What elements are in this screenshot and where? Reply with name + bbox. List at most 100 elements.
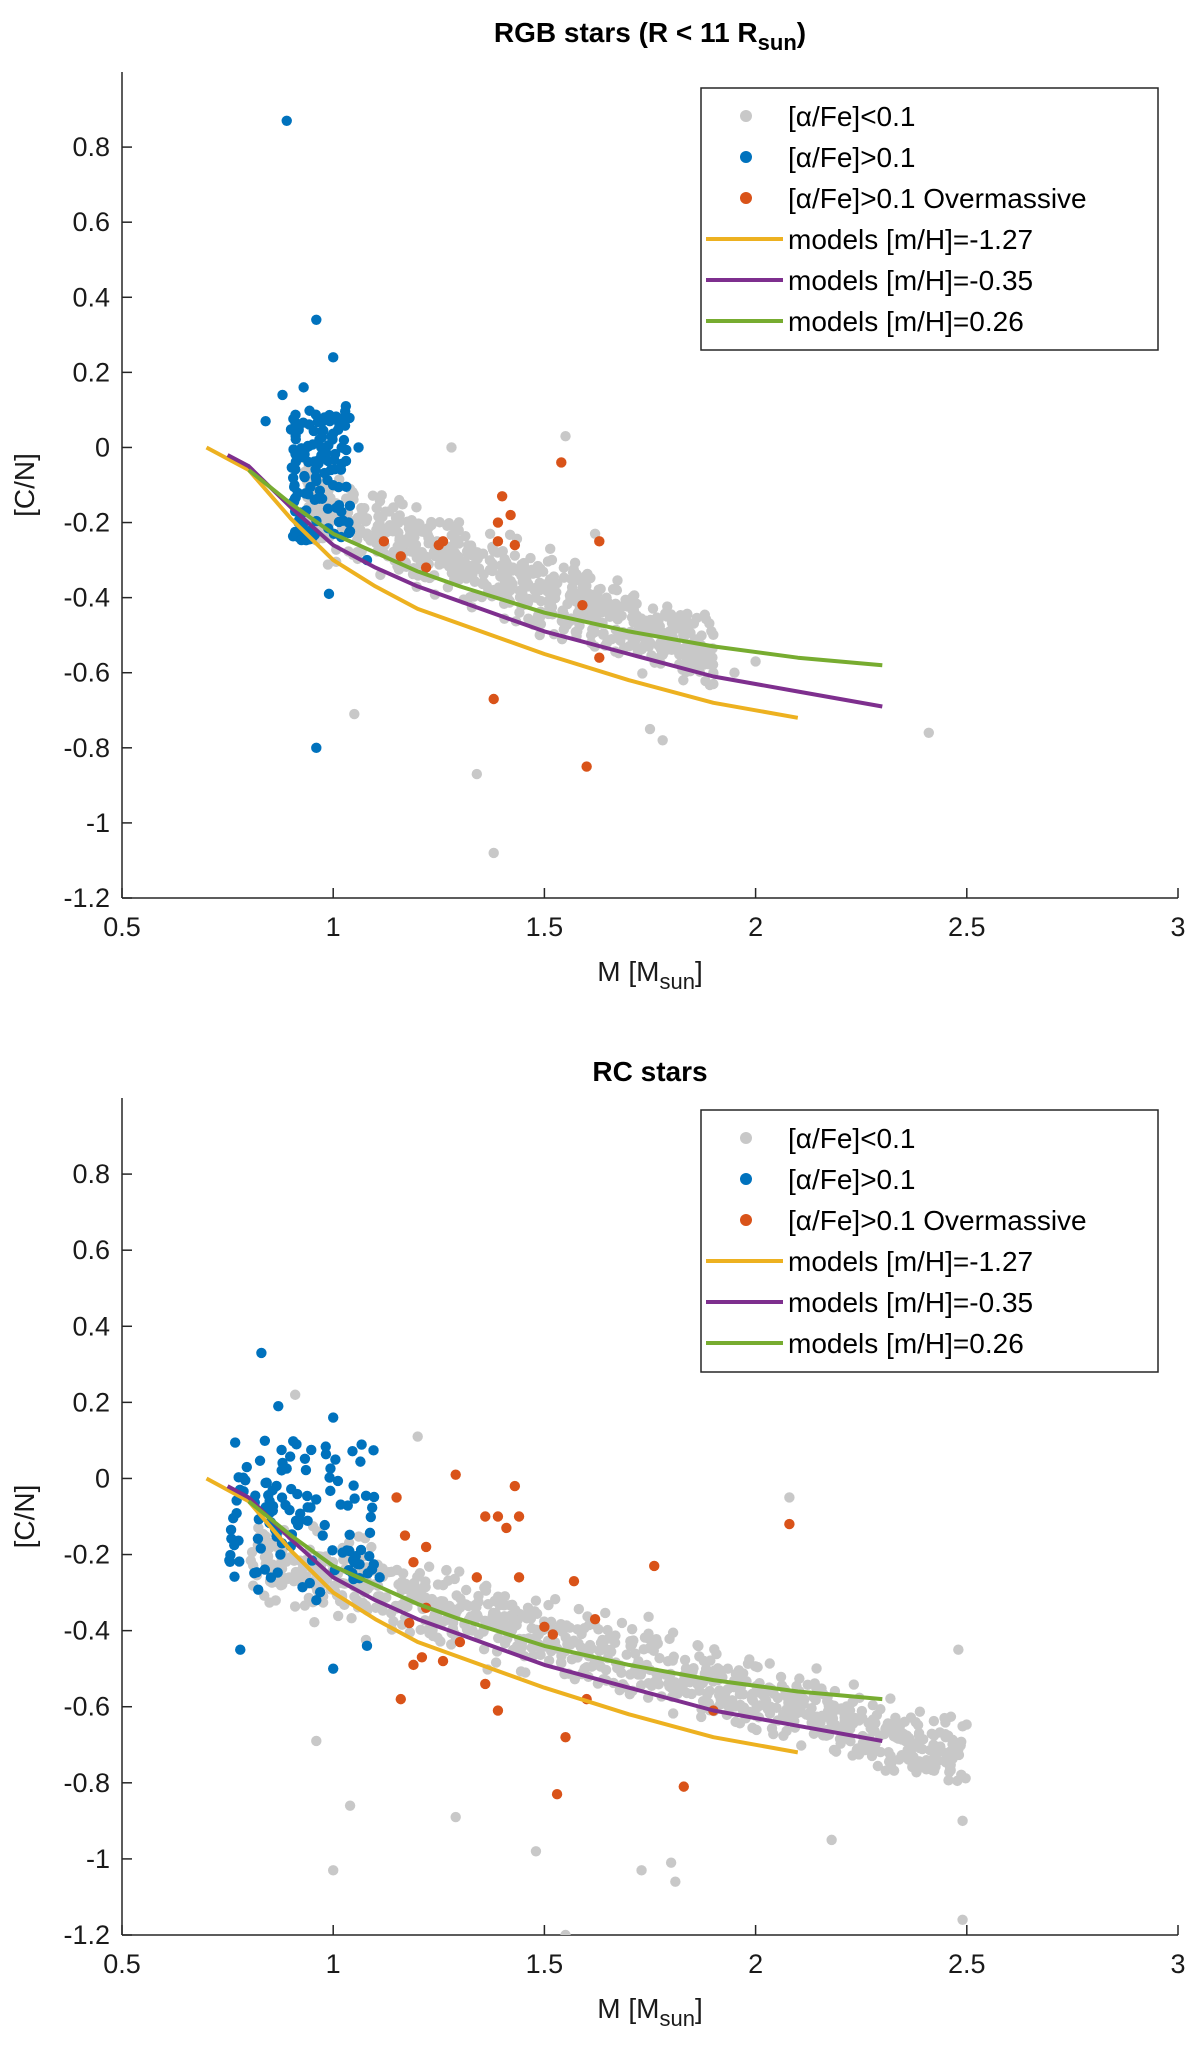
data-point	[853, 1715, 865, 1726]
series-scatter-2	[378, 457, 605, 772]
data-point	[517, 588, 528, 600]
chart-title-end: )	[797, 17, 806, 48]
data-point	[509, 539, 521, 551]
data-point	[360, 1490, 372, 1502]
data-point	[478, 577, 490, 589]
data-point	[442, 545, 453, 557]
chart-title-main: RC stars	[592, 1056, 707, 1087]
data-point	[298, 382, 309, 393]
data-point	[469, 576, 481, 588]
data-point	[349, 708, 360, 720]
data-point	[880, 1765, 891, 1776]
data-point	[560, 1929, 571, 1935]
panel-rgb-stars: RGB stars (R < 11 Rsun)0.5 1 1.5 2 2.5 3-1.2-…	[9, 17, 1186, 994]
data-point	[478, 1643, 490, 1655]
data-point	[356, 502, 367, 514]
legend-label: models [m/H]=-0.35	[788, 1287, 1033, 1318]
data-point	[480, 1678, 491, 1690]
data-point	[443, 1575, 454, 1586]
data-point	[261, 1477, 272, 1488]
data-point	[847, 1696, 858, 1708]
legend-label: models [m/H]=0.26	[788, 306, 1024, 337]
data-point	[484, 555, 496, 566]
data-point	[531, 1631, 542, 1642]
data-point	[530, 1846, 542, 1857]
data-point	[580, 587, 591, 599]
data-point	[290, 1515, 302, 1527]
chart-title: RC stars	[592, 1056, 707, 1087]
data-point	[467, 1625, 478, 1636]
data-point	[492, 1705, 504, 1716]
legend-marker	[740, 110, 752, 122]
data-point	[322, 474, 333, 486]
data-point	[722, 1663, 734, 1674]
data-point	[296, 443, 307, 454]
legend-marker	[740, 1173, 752, 1185]
data-point	[848, 1679, 860, 1690]
plot-area	[205, 115, 934, 859]
data-point	[902, 1744, 913, 1756]
data-point	[802, 1679, 813, 1690]
data-point	[940, 1731, 951, 1743]
data-point	[311, 1735, 322, 1747]
x-tick-label: 3	[1170, 912, 1185, 942]
y-tick-label: -0.4	[63, 1616, 110, 1646]
data-point	[344, 1545, 355, 1557]
data-point	[259, 1564, 271, 1575]
data-point	[394, 494, 405, 506]
data-point	[800, 1709, 812, 1720]
data-point	[378, 523, 389, 535]
data-point	[325, 1485, 336, 1497]
data-point	[324, 1472, 335, 1483]
data-point	[866, 1750, 878, 1762]
legend-label: [α/Fe]>0.1 Overmassive	[788, 1205, 1087, 1236]
data-point	[912, 1719, 924, 1731]
data-point	[395, 551, 406, 562]
data-point	[256, 1347, 267, 1359]
data-point	[539, 1621, 550, 1633]
legend-label: models [m/H]=0.26	[788, 1328, 1024, 1359]
data-point	[560, 430, 571, 442]
x-tick-label: 0.5	[103, 1949, 141, 1979]
x-tick-label: 1.5	[526, 912, 564, 942]
data-point	[627, 591, 638, 603]
data-point	[841, 1712, 853, 1723]
data-point	[333, 516, 345, 528]
data-point	[883, 1756, 895, 1767]
data-point	[811, 1663, 822, 1674]
legend: [α/Fe]<0.1 [α/Fe]>0.1 [α/Fe]>0.1 Overmassi…	[700, 1109, 1159, 1373]
data-point	[322, 455, 334, 467]
data-point	[441, 1564, 452, 1576]
data-point	[626, 1623, 638, 1635]
data-point	[450, 1811, 461, 1823]
data-point	[431, 549, 443, 561]
data-point	[324, 415, 336, 427]
legend-entry: [α/Fe]<0.1	[740, 1123, 915, 1154]
data-point	[654, 1653, 665, 1664]
data-point	[953, 1644, 964, 1655]
data-point	[427, 1630, 439, 1642]
data-point	[311, 1595, 322, 1606]
data-point	[364, 1527, 376, 1539]
data-point	[648, 1677, 659, 1688]
plot-area	[205, 1347, 972, 1935]
data-point	[366, 1502, 378, 1513]
data-point	[706, 626, 717, 637]
data-point	[341, 444, 352, 456]
data-point	[360, 516, 372, 527]
data-point	[492, 517, 504, 528]
data-point	[961, 1719, 972, 1730]
data-point	[388, 1616, 399, 1627]
data-point	[679, 1654, 691, 1666]
data-point	[390, 512, 402, 524]
data-point	[836, 1703, 847, 1714]
data-point	[377, 1563, 388, 1574]
data-point	[515, 1666, 527, 1677]
data-point	[412, 524, 423, 535]
y-tick-label: -0.2	[63, 508, 110, 538]
x-axis-label-main: M [M	[597, 956, 659, 987]
data-point	[647, 603, 659, 614]
legend-label: models [m/H]=-1.27	[788, 224, 1033, 255]
data-point	[341, 481, 352, 493]
data-point	[914, 1706, 926, 1717]
